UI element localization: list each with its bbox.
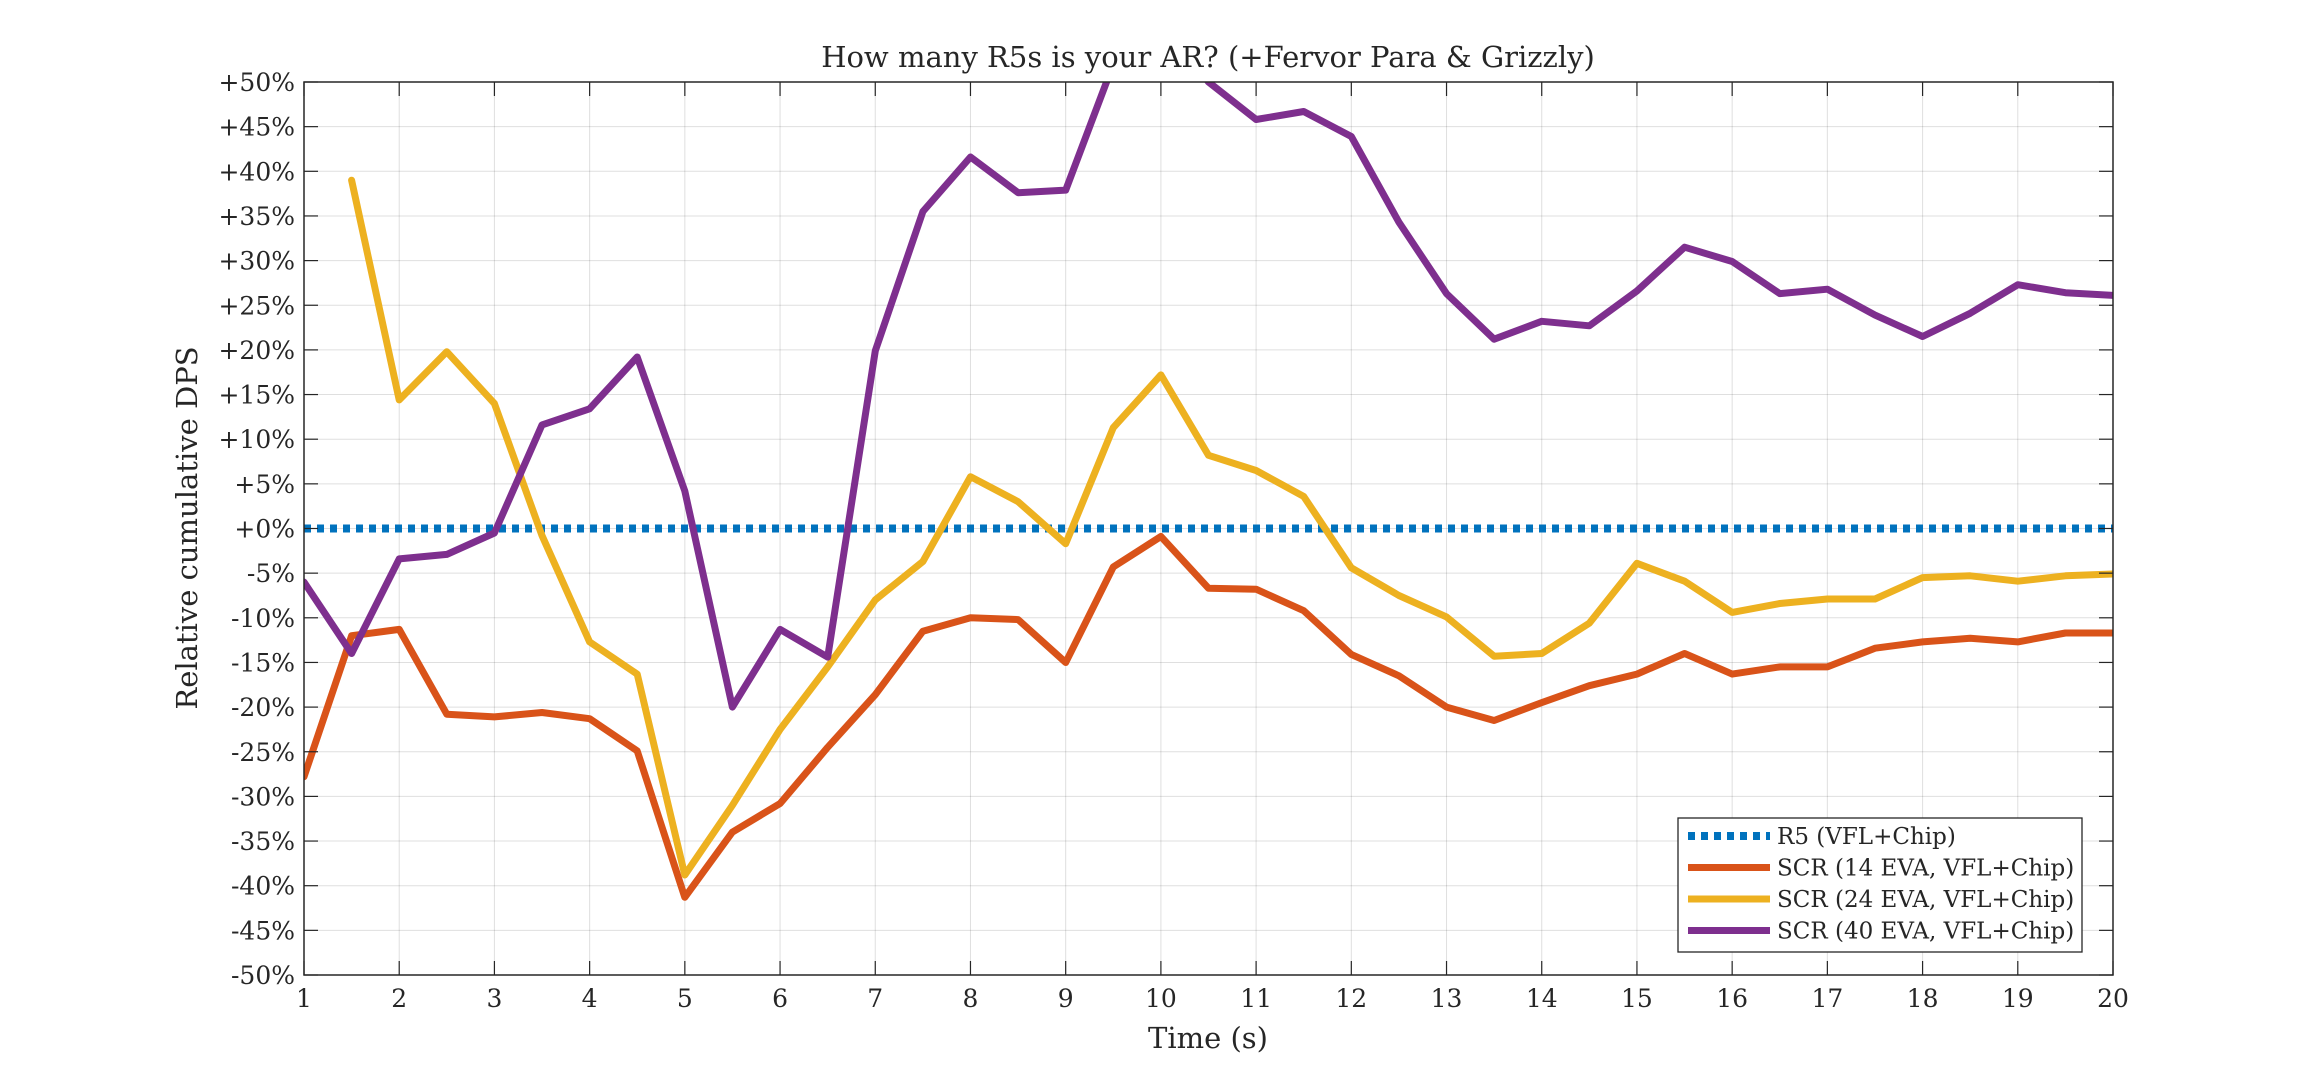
x-tick-label: 7 — [867, 984, 883, 1013]
x-tick-label: 11 — [1240, 984, 1272, 1013]
y-axis-label: Relative cumulative DPS — [170, 346, 204, 709]
x-tick-label: 6 — [772, 984, 788, 1013]
legend-label: SCR (40 EVA, VFL+Chip) — [1777, 919, 2074, 945]
x-tick-label: 1 — [296, 984, 312, 1013]
y-tick-label: +25% — [218, 291, 295, 320]
y-tick-label: -35% — [231, 827, 295, 856]
y-tick-label: -20% — [231, 693, 295, 722]
legend-label: R5 (VFL+Chip) — [1777, 824, 1956, 850]
x-tick-label: 17 — [1811, 984, 1843, 1013]
x-tick-label: 12 — [1335, 984, 1367, 1013]
y-tick-label: +20% — [218, 336, 295, 365]
x-tick-labels: 1 2 3 4 5 6 7 8 9 10 11 12 13 14 15 16 17 18 19 20 — [296, 984, 2129, 1013]
x-tick-label: 4 — [582, 984, 598, 1013]
y-tick-label: +45% — [218, 113, 295, 142]
y-tick-label: -15% — [231, 648, 295, 677]
y-tick-label: +50% — [218, 68, 295, 97]
axis-ticks — [303, 81, 2114, 976]
x-tick-label: 9 — [1058, 984, 1074, 1013]
y-tick-label: -45% — [231, 916, 295, 945]
x-tick-label: 8 — [963, 984, 979, 1013]
series-line-4 — [304, 82, 2113, 711]
y-tick-label: -25% — [231, 738, 295, 767]
x-tick-label: 14 — [1526, 984, 1558, 1013]
y-tick-label: -50% — [231, 961, 295, 990]
chart-title: How many R5s is your AR? (+Fervor Para &… — [821, 40, 1595, 74]
x-tick-label: 5 — [677, 984, 693, 1013]
y-tick-labels: +50% +45% +40% +35% +30% +25% +20% +15% +10% +5% +… — [218, 68, 295, 990]
x-tick-label: 18 — [1907, 984, 1939, 1013]
x-tick-label: 10 — [1145, 984, 1177, 1013]
x-tick-label: 2 — [391, 984, 407, 1013]
series-line-3 — [348, 176, 2113, 879]
x-tick-label: 20 — [2097, 984, 2129, 1013]
y-tick-label: +35% — [218, 202, 295, 231]
y-tick-label: +0% — [234, 515, 295, 544]
y-tick-label: +40% — [218, 157, 295, 186]
x-axis-label: Time (s) — [1148, 1021, 1268, 1055]
x-tick-label: 15 — [1621, 984, 1653, 1013]
series-layer — [304, 82, 2113, 901]
y-tick-label: +5% — [234, 470, 295, 499]
x-tick-label: 13 — [1431, 984, 1463, 1013]
x-tick-label: 16 — [1716, 984, 1748, 1013]
y-tick-label: +15% — [218, 381, 295, 410]
y-tick-label: -30% — [231, 782, 295, 811]
legend-label: SCR (24 EVA, VFL+Chip) — [1777, 887, 2074, 913]
y-tick-label: +10% — [218, 425, 295, 454]
x-tick-label: 3 — [486, 984, 502, 1013]
y-tick-label: -10% — [231, 604, 295, 633]
legend: R5 (VFL+Chip) SCR (14 EVA, VFL+Chip) SCR (… — [1677, 817, 2083, 953]
x-tick-label: 19 — [2002, 984, 2034, 1013]
y-tick-label: -5% — [247, 559, 295, 588]
y-tick-label: +30% — [218, 247, 295, 276]
legend-label: SCR (14 EVA, VFL+Chip) — [1777, 856, 2074, 882]
y-tick-label: -40% — [231, 872, 295, 901]
series-line-2 — [304, 533, 2113, 901]
